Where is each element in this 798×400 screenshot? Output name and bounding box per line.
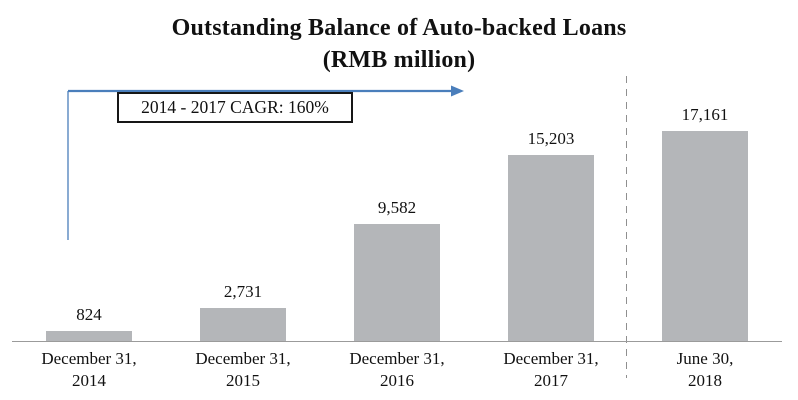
bar-value-label: 17,161: [681, 105, 729, 124]
chart-title-line2: (RMB million): [322, 46, 476, 73]
bar-column: 9,582: [320, 199, 474, 341]
x-tick-label: December 31, 2014: [41, 349, 137, 390]
bar-column: 2,731: [166, 283, 320, 341]
x-axis-labels: December 31, 2014 December 31, 2015 Decemb…: [12, 348, 782, 392]
plot-area: 824 2,731 9,582 15,203 17,161: [12, 76, 782, 342]
bar: [508, 155, 594, 341]
x-tick-label: June 30, 2018: [676, 349, 734, 390]
bar-value-label: 9,582: [377, 198, 417, 217]
bar-value-label: 2,731: [223, 282, 263, 301]
x-tick-label: December 31, 2016: [349, 349, 445, 390]
x-tick-label: December 31, 2015: [195, 349, 291, 390]
bar-column: 17,161: [628, 106, 782, 341]
x-tick-label: December 31, 2017: [503, 349, 599, 390]
bar: [662, 131, 748, 341]
cagr-annotation-label: 2014 - 2017 CAGR: 160%: [141, 97, 329, 117]
bar: [200, 308, 286, 341]
bar: [46, 331, 132, 341]
cagr-annotation-box: 2014 - 2017 CAGR: 160%: [117, 92, 353, 123]
chart-title: Outstanding Balance of Auto-backed Loans…: [0, 13, 798, 76]
bar-value-label: 824: [76, 305, 102, 324]
bar-column: 824: [12, 306, 166, 341]
chart-title-line1: Outstanding Balance of Auto-backed Loans: [171, 15, 627, 41]
period-separator-dashed-line: [626, 76, 627, 378]
bar-column: 15,203: [474, 130, 628, 341]
bar-value-label: 15,203: [527, 129, 575, 148]
bar: [354, 224, 440, 341]
